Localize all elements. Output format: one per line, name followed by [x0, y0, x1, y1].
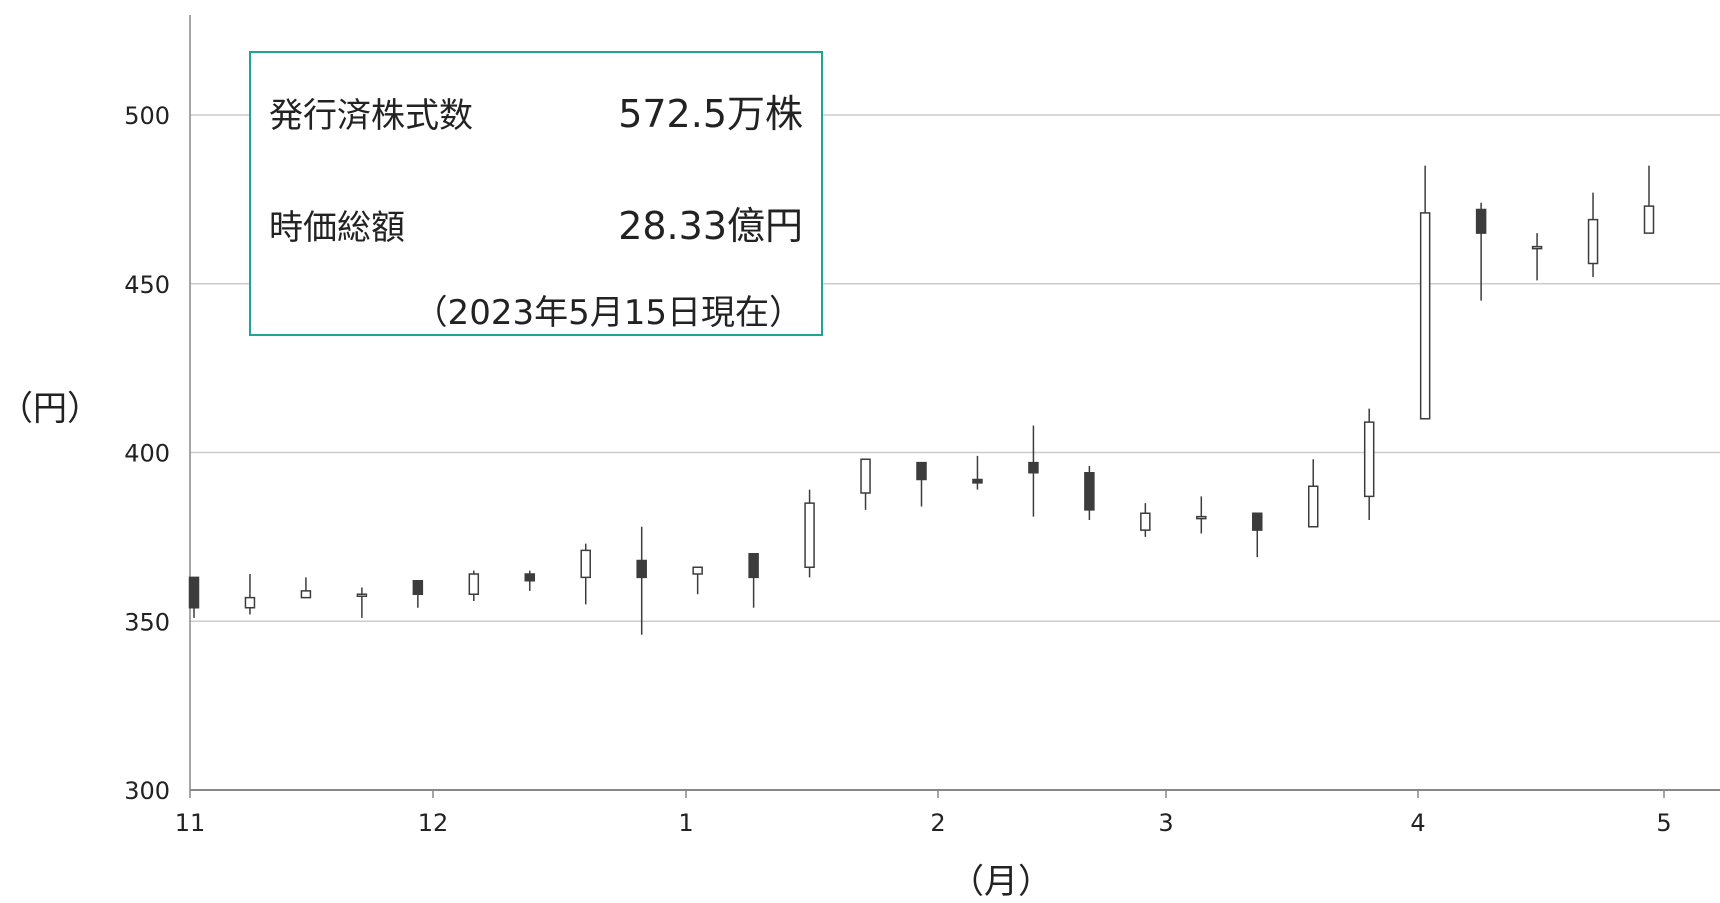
- candle: [1028, 425, 1039, 517]
- candle-body: [412, 580, 424, 595]
- x-tick-label: 1: [678, 809, 693, 837]
- candle-body: [636, 559, 647, 579]
- candle: [468, 570, 480, 601]
- candle-body: [356, 593, 368, 597]
- candle-body: [1475, 208, 1487, 234]
- candle-body: [1084, 472, 1095, 511]
- market-cap-label: 時価総額: [269, 208, 405, 248]
- candle: [188, 576, 200, 618]
- candle-body: [300, 590, 312, 599]
- candles: [188, 165, 1655, 635]
- candle: [1252, 512, 1263, 558]
- x-tick-label: 2: [930, 809, 945, 837]
- candle: [972, 455, 983, 490]
- market-cap-row: 時価総額 28.33億円: [269, 195, 803, 250]
- y-tick-label: 500: [124, 102, 170, 130]
- candle: [1531, 233, 1543, 281]
- x-axis-ticks: 11 12 1 2 3 4 5: [175, 790, 1672, 837]
- candle-body: [1028, 461, 1039, 474]
- x-tick-label: 11: [175, 809, 206, 837]
- candle: [356, 587, 368, 618]
- candle-body: [1363, 421, 1375, 498]
- candle-body: [244, 596, 256, 609]
- candle: [412, 580, 424, 608]
- candle-body: [1252, 512, 1263, 531]
- shares-label: 発行済株式数: [269, 96, 473, 136]
- candle: [1084, 466, 1095, 520]
- y-axis-label: （円）: [0, 389, 101, 429]
- candle-body: [1140, 512, 1151, 531]
- shares-row: 発行済株式数 572.5万株: [269, 83, 803, 138]
- candle: [804, 489, 815, 578]
- candle-body: [1587, 218, 1599, 265]
- candle: [916, 461, 927, 507]
- candle: [300, 577, 312, 599]
- shares-value: 572.5万株: [618, 92, 803, 136]
- candle-body: [692, 566, 703, 575]
- candle: [1587, 192, 1599, 277]
- y-tick-label: 400: [124, 440, 170, 468]
- candle: [1419, 165, 1431, 420]
- candle: [1307, 459, 1319, 528]
- candle: [1363, 408, 1375, 520]
- y-tick-label: 450: [124, 271, 170, 299]
- stock-info-box: 発行済株式数 572.5万株 時価総額 28.33億円 （2023年5月15日現…: [249, 51, 823, 336]
- candle-body: [580, 549, 591, 579]
- candle-body: [188, 576, 200, 609]
- y-tick-label: 300: [124, 777, 170, 805]
- candle: [1643, 165, 1655, 234]
- candle-body: [1419, 212, 1431, 420]
- candle: [1475, 202, 1487, 301]
- candle-body: [1307, 485, 1319, 528]
- x-tick-label: 4: [1410, 809, 1425, 837]
- x-axis-label: （月）: [950, 862, 1052, 902]
- candle: [524, 570, 536, 591]
- x-tick-label: 12: [418, 809, 449, 837]
- candle: [1196, 496, 1207, 534]
- market-cap-value: 28.33億円: [618, 204, 803, 248]
- candle-body: [1196, 515, 1207, 520]
- candle-body: [748, 553, 759, 579]
- candle-body: [1531, 245, 1543, 250]
- as-of-date: （2023年5月15日現在）: [413, 293, 803, 333]
- candle-body: [524, 573, 536, 582]
- y-axis-ticks: 300 350 400 450 500: [124, 102, 170, 805]
- candle-body: [972, 478, 983, 484]
- candle-body: [804, 502, 815, 568]
- candle: [860, 458, 871, 510]
- candle-body: [916, 461, 927, 481]
- candle: [580, 543, 591, 605]
- candle: [636, 526, 647, 635]
- candle-body: [860, 458, 871, 494]
- candle: [1140, 503, 1151, 537]
- candle: [692, 566, 703, 595]
- candle-body: [1643, 205, 1655, 234]
- x-tick-label: 5: [1656, 809, 1671, 837]
- x-tick-label: 3: [1158, 809, 1173, 837]
- candle: [748, 553, 759, 608]
- candle: [244, 574, 256, 615]
- y-tick-label: 350: [124, 608, 170, 636]
- candle-body: [468, 573, 480, 595]
